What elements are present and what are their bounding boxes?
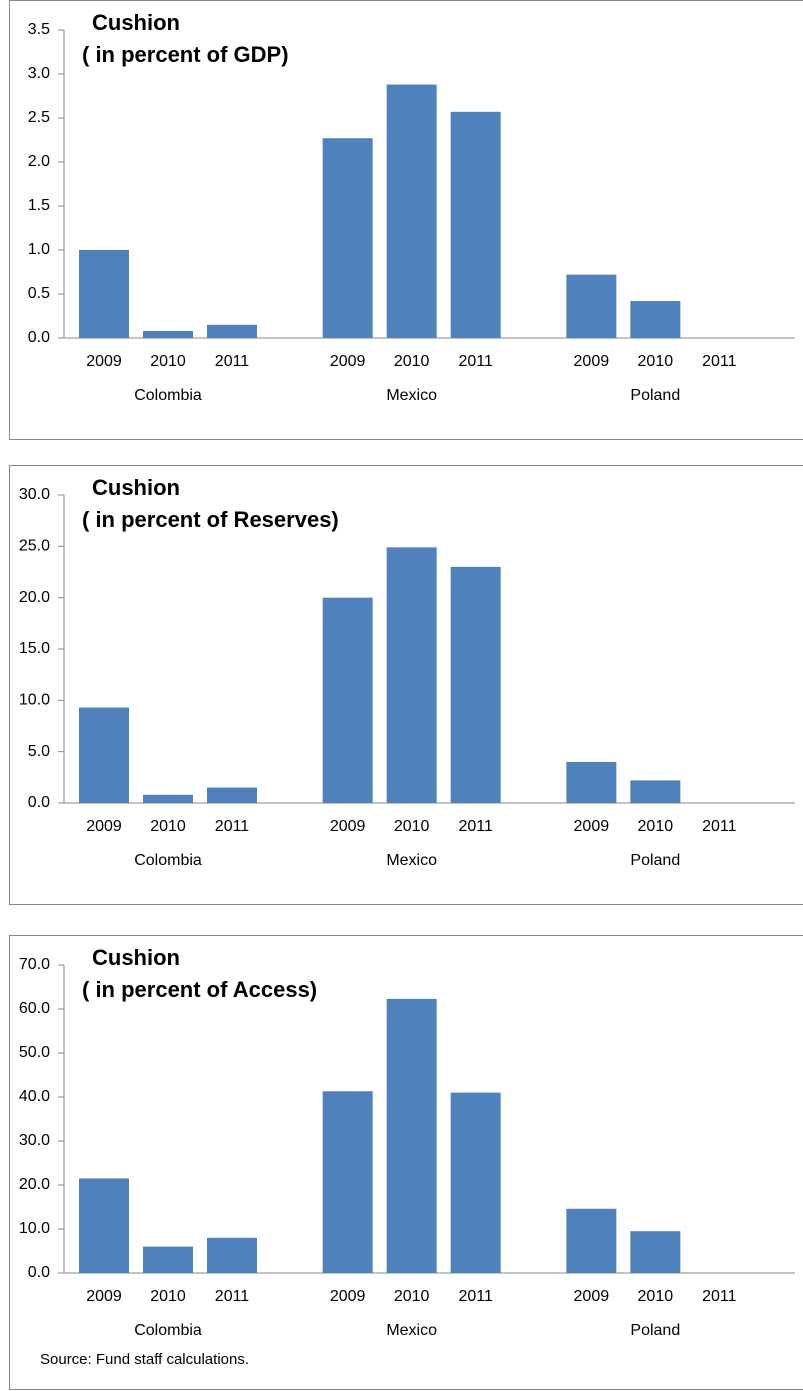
bar — [566, 1208, 617, 1273]
x-tick-label: 2010 — [638, 1288, 674, 1305]
bar — [630, 780, 681, 803]
y-tick-label: 10.0 — [19, 692, 50, 709]
chart-subtitle: ( in percent of GDP) — [82, 42, 289, 67]
group-label: Mexico — [386, 852, 437, 869]
chart-subtitle: ( in percent of Reserves) — [82, 507, 339, 532]
y-tick-label: 3.0 — [28, 65, 50, 82]
bar — [630, 301, 681, 338]
x-tick-label: 2009 — [574, 353, 610, 370]
x-tick-label: 2011 — [702, 1288, 737, 1305]
y-tick-label: 0.5 — [28, 285, 50, 302]
x-tick-label: 2010 — [638, 818, 674, 835]
group-label: Colombia — [134, 1322, 202, 1339]
y-tick-label: 60.0 — [19, 1000, 50, 1017]
chart-frame — [9, 935, 803, 1390]
x-tick-label: 2011 — [458, 1288, 493, 1305]
x-tick-label: 2011 — [702, 818, 737, 835]
y-tick-label: 0.0 — [28, 329, 50, 346]
group-label: Poland — [630, 1322, 680, 1339]
y-tick-label: 0.0 — [28, 794, 50, 811]
x-tick-label: 2009 — [574, 1288, 610, 1305]
y-tick-label: 30.0 — [19, 486, 50, 503]
bar — [322, 597, 373, 803]
y-tick-label: 20.0 — [19, 589, 50, 606]
y-tick-label: 3.5 — [28, 21, 50, 38]
bar — [386, 84, 437, 338]
chart-title: Cushion — [92, 10, 180, 35]
group-label: Mexico — [386, 387, 437, 404]
bar — [450, 1092, 501, 1273]
y-tick-label: 0.0 — [28, 1264, 50, 1281]
x-tick-label: 2011 — [215, 1288, 250, 1305]
bar — [79, 707, 129, 803]
bar — [386, 547, 437, 803]
x-tick-label: 2010 — [394, 818, 430, 835]
x-tick-label: 2009 — [86, 353, 122, 370]
y-tick-label: 15.0 — [19, 640, 50, 657]
chart-title: Cushion — [92, 945, 180, 970]
y-tick-label: 2.0 — [28, 153, 50, 170]
y-tick-label: 10.0 — [19, 1220, 50, 1237]
bar — [143, 1246, 193, 1273]
x-tick-label: 2011 — [702, 353, 737, 370]
source-note: Source: Fund staff calculations. — [40, 1351, 249, 1368]
chart-title: Cushion — [92, 475, 180, 500]
x-tick-label: 2011 — [215, 353, 250, 370]
x-tick-label: 2010 — [638, 353, 674, 370]
bar — [79, 250, 129, 338]
x-tick-label: 2009 — [330, 353, 366, 370]
bar — [207, 1237, 257, 1273]
bar — [630, 1231, 681, 1273]
x-tick-label: 2010 — [394, 1288, 430, 1305]
chart-frame — [9, 465, 803, 905]
x-tick-label: 2010 — [394, 353, 430, 370]
bar — [450, 111, 501, 338]
bar — [79, 1178, 129, 1273]
x-tick-label: 2009 — [330, 1288, 366, 1305]
bar — [386, 998, 437, 1273]
y-tick-label: 2.5 — [28, 109, 50, 126]
group-label: Poland — [630, 852, 680, 869]
y-tick-label: 20.0 — [19, 1176, 50, 1193]
bar — [207, 787, 257, 803]
bar — [566, 761, 617, 803]
x-tick-label: 2011 — [215, 818, 250, 835]
y-tick-label: 1.5 — [28, 197, 50, 214]
y-tick-label: 50.0 — [19, 1044, 50, 1061]
bar — [322, 1091, 373, 1273]
y-tick-label: 25.0 — [19, 538, 50, 555]
bar — [143, 330, 193, 338]
group-label: Colombia — [134, 387, 202, 404]
x-tick-label: 2009 — [574, 818, 610, 835]
x-tick-label: 2010 — [150, 353, 186, 370]
chart-frame — [9, 0, 803, 440]
bar — [143, 794, 193, 803]
y-tick-label: 40.0 — [19, 1088, 50, 1105]
y-tick-label: 30.0 — [19, 1132, 50, 1149]
group-label: Mexico — [386, 1322, 437, 1339]
group-label: Poland — [630, 387, 680, 404]
x-tick-label: 2010 — [150, 818, 186, 835]
bar — [450, 566, 501, 803]
y-tick-label: 70.0 — [19, 956, 50, 973]
bar — [207, 324, 257, 338]
y-tick-label: 1.0 — [28, 241, 50, 258]
x-tick-label: 2009 — [330, 818, 366, 835]
bar — [566, 274, 617, 338]
x-tick-label: 2011 — [458, 353, 493, 370]
x-tick-label: 2009 — [86, 818, 122, 835]
y-tick-label: 5.0 — [28, 743, 50, 760]
x-tick-label: 2010 — [150, 1288, 186, 1305]
bar — [322, 138, 373, 338]
group-label: Colombia — [134, 852, 202, 869]
x-tick-label: 2011 — [458, 818, 493, 835]
chart-subtitle: ( in percent of Access) — [82, 977, 317, 1002]
x-tick-label: 2009 — [86, 1288, 122, 1305]
